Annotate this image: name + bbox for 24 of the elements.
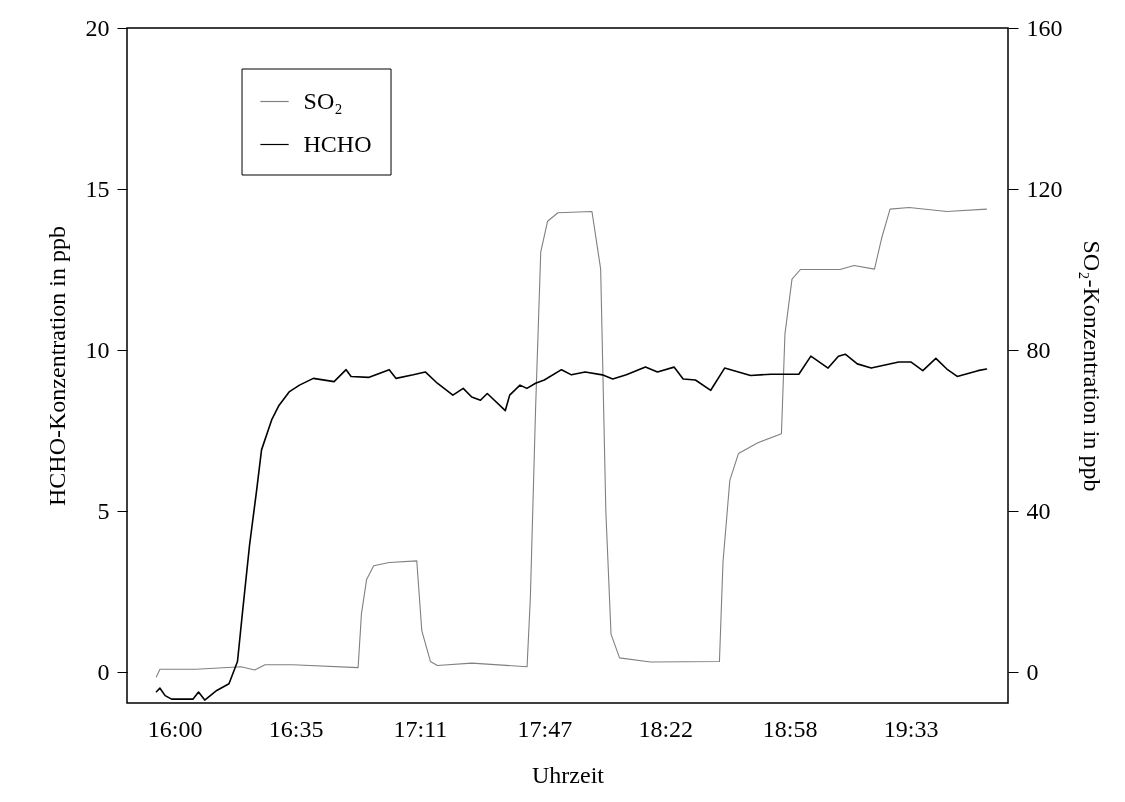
- legend-label: HCHO: [303, 130, 372, 157]
- y2-tick-label: 80: [1026, 336, 1051, 363]
- y2-axis-title: SO₂-Konzentration in ppb: [1078, 240, 1105, 492]
- y2-tick-label: 160: [1026, 14, 1063, 41]
- x-axis-title: Uhrzeit: [532, 761, 605, 788]
- x-tick-label: 17:47: [517, 715, 573, 742]
- x-tick-label: 16:00: [147, 715, 203, 742]
- y-tick-label: 15: [85, 175, 110, 202]
- y-tick-label: 10: [85, 336, 110, 363]
- y-tick-label: 5: [97, 497, 110, 524]
- line-series: [155, 206, 987, 678]
- y2-tick-label: 0: [1026, 658, 1039, 685]
- y-tick-label: 20: [85, 14, 110, 41]
- line-series: [155, 353, 988, 701]
- x-tick-label: 18:22: [638, 715, 694, 742]
- x-tick-label: 19:33: [883, 715, 939, 742]
- legend-label: SO₂: [303, 87, 343, 114]
- y2-tick-label: 120: [1026, 175, 1063, 202]
- y-tick-label: 0: [97, 658, 110, 685]
- x-tick-label: 16:35: [268, 715, 324, 742]
- y-axis-title: HCHO-Konzentration in ppb: [43, 226, 70, 506]
- x-tick-label: 18:58: [762, 715, 818, 742]
- y2-tick-label: 40: [1026, 497, 1051, 524]
- x-tick-label: 17:11: [393, 715, 448, 742]
